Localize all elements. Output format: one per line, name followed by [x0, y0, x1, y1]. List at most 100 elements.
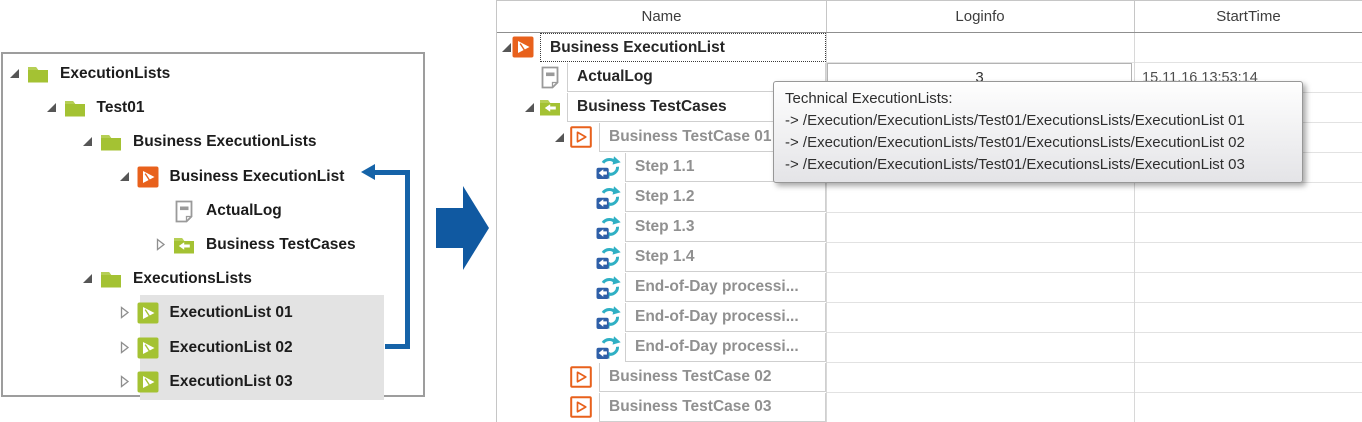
grid-starttime-cell[interactable]	[1135, 333, 1362, 363]
collapsed-triangle-icon[interactable]	[156, 238, 166, 251]
grid-name-cell[interactable]: End-of-Day processi...	[625, 333, 826, 362]
folder-icon	[100, 131, 122, 158]
grid-row-business-executionlist[interactable]: Business ExecutionList	[497, 33, 1362, 63]
step-icon	[596, 336, 621, 365]
grid-name-cell[interactable]: Step 1.4	[625, 243, 826, 272]
tree-item-executionlist-02[interactable]: ExecutionList 02	[3, 331, 423, 365]
expanded-triangle-icon[interactable]	[502, 43, 511, 52]
grid-name-cell[interactable]: Step 1.3	[625, 213, 826, 242]
testcase-orange-icon	[570, 396, 592, 422]
grid-row-end-of-day-processi-8[interactable]: End-of-Day processi...	[497, 273, 1362, 303]
execlist-orange-icon	[137, 166, 159, 193]
grid-loginfo-cell[interactable]	[827, 363, 1134, 393]
grid-name-label: Step 1.4	[635, 248, 695, 265]
grid-name-cell[interactable]: Step 1.2	[625, 183, 826, 212]
collapsed-triangle-icon[interactable]	[120, 340, 130, 354]
grid-name-label: End-of-Day processi...	[635, 338, 799, 355]
tree-item-executionlists[interactable]: ExecutionLists	[3, 57, 423, 91]
column-header-loginfo[interactable]: Loginfo	[955, 8, 1005, 25]
grid-name-label: Business TestCase 03	[609, 398, 772, 415]
tree-item-label: ActualLog	[206, 201, 282, 219]
step-icon	[596, 276, 621, 305]
tree-item-business-executionlist[interactable]: Business ExecutionList	[3, 160, 423, 194]
grid-loginfo-cell[interactable]	[827, 303, 1134, 333]
step-icon	[596, 306, 621, 335]
grid-vline	[826, 33, 827, 422]
grid-loginfo-cell[interactable]	[827, 33, 1134, 63]
expanded-triangle-icon[interactable]	[46, 103, 56, 113]
grid-row-step-1-4[interactable]: Step 1.4	[497, 243, 1362, 273]
grid-name-label: Business TestCase 02	[609, 368, 772, 385]
folder-icon	[27, 63, 49, 90]
grid-loginfo-cell[interactable]	[827, 183, 1134, 213]
grid-starttime-cell[interactable]	[1135, 243, 1362, 273]
grid-loginfo-cell[interactable]	[827, 333, 1134, 363]
grid-name-label: End-of-Day processi...	[635, 278, 799, 295]
tree-item-business-executionlists[interactable]: Business ExecutionLists	[3, 125, 423, 159]
tree-item-label: Business ExecutionList	[169, 167, 345, 185]
grid-name-label: Business TestCases	[577, 98, 727, 115]
grid-name-label: ActualLog	[577, 68, 653, 85]
grid-name-cell[interactable]: Business TestCase 02	[599, 363, 826, 392]
execlist-green-icon	[137, 371, 159, 398]
grid-starttime-cell[interactable]	[1135, 363, 1362, 393]
tree-item-business-testcases[interactable]: Business TestCases	[3, 228, 423, 262]
tree-item-executionslists[interactable]: ExecutionsLists	[3, 262, 423, 296]
grid-name-cell[interactable]: Business ExecutionList	[540, 33, 826, 62]
tree-item-label: Test01	[96, 99, 145, 117]
tree-item-label: ExecutionList 03	[169, 372, 293, 390]
folder-icon	[64, 97, 86, 124]
column-separator	[1134, 1, 1135, 32]
tree-item-actuallog[interactable]: ActualLog	[3, 194, 423, 228]
expanded-triangle-icon[interactable]	[119, 171, 129, 181]
grid-loginfo-cell[interactable]	[827, 243, 1134, 273]
testcase-orange-icon	[570, 366, 592, 393]
expanded-triangle-icon[interactable]	[525, 103, 534, 112]
collapsed-triangle-icon[interactable]	[120, 374, 130, 388]
grid-name-cell[interactable]: End-of-Day processi...	[625, 273, 826, 302]
grid-name-label: Business ExecutionList	[550, 38, 725, 56]
grid-loginfo-cell[interactable]	[827, 393, 1134, 422]
folder-arrow-icon	[539, 96, 561, 123]
grid-loginfo-cell[interactable]	[827, 213, 1134, 243]
grid-name-label: Business TestCase 01	[609, 128, 772, 145]
execution-results-grid: Name Loginfo StartTime Business ExecutionL…	[496, 0, 1362, 422]
tree-item-test01[interactable]: Test01	[3, 91, 423, 125]
grid-row-end-of-day-processi-10[interactable]: End-of-Day processi...	[497, 333, 1362, 363]
grid-name-cell[interactable]: Business TestCase 03	[599, 393, 826, 422]
grid-name-cell[interactable]: ActualLog	[567, 63, 826, 92]
expanded-triangle-icon[interactable]	[555, 133, 564, 142]
grid-starttime-cell[interactable]	[1135, 183, 1362, 213]
grid-name-label: End-of-Day processi...	[635, 308, 799, 325]
expanded-triangle-icon[interactable]	[83, 274, 92, 284]
step-icon	[596, 186, 621, 215]
grid-row-end-of-day-processi-9[interactable]: End-of-Day processi...	[497, 303, 1362, 333]
grid-starttime-cell[interactable]	[1135, 303, 1362, 333]
tree-item-executionlist-03[interactable]: ExecutionList 03	[3, 365, 423, 399]
grid-starttime-cell[interactable]	[1135, 393, 1362, 422]
mapping-connector-line-vertical	[405, 170, 410, 349]
expanded-triangle-icon[interactable]	[83, 137, 92, 147]
tree-item-executionlist-01[interactable]: ExecutionList 01	[3, 296, 423, 330]
expanded-triangle-icon[interactable]	[10, 69, 19, 78]
grid-starttime-cell[interactable]	[1135, 273, 1362, 303]
grid-loginfo-cell[interactable]	[827, 273, 1134, 303]
grid-vline	[1134, 33, 1135, 422]
grid-name-label: Step 1.3	[635, 218, 695, 235]
grid-starttime-cell[interactable]	[1135, 33, 1362, 63]
collapsed-triangle-icon[interactable]	[120, 306, 130, 320]
tooltip-path-line: -> /Execution/ExecutionLists/Test01/Exec…	[785, 156, 1245, 173]
grid-row-step-1-3[interactable]: Step 1.3	[497, 213, 1362, 243]
log-icon	[173, 200, 195, 228]
grid-row-business-testcase-03[interactable]: Business TestCase 03	[497, 393, 1362, 422]
grid-row-business-testcase-02[interactable]: Business TestCase 02	[497, 363, 1362, 393]
column-header-name[interactable]: Name	[641, 8, 682, 25]
tree-item-label: ExecutionLists	[60, 65, 171, 83]
grid-starttime-cell[interactable]	[1135, 213, 1362, 243]
grid-name-cell[interactable]: End-of-Day processi...	[625, 303, 826, 332]
column-header-starttime[interactable]: StartTime	[1216, 8, 1281, 25]
execlist-green-icon	[137, 302, 159, 329]
mapping-connector-line-bottom	[385, 344, 405, 349]
grid-row-step-1-2[interactable]: Step 1.2	[497, 183, 1362, 213]
